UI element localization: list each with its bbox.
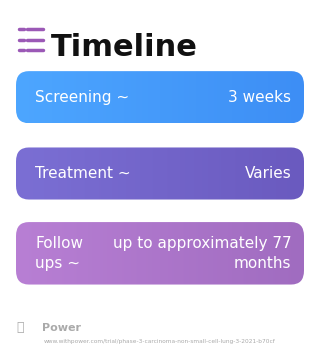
Text: Varies: Varies: [244, 166, 291, 181]
Text: up to approximately 77
months: up to approximately 77 months: [113, 236, 291, 271]
Text: Power: Power: [42, 323, 81, 333]
Text: Timeline: Timeline: [51, 33, 198, 62]
Text: Follow
ups ~: Follow ups ~: [35, 236, 83, 271]
Text: www.withpower.com/trial/phase-3-carcinoma-non-small-cell-lung-3-2021-b70cf: www.withpower.com/trial/phase-3-carcinom…: [44, 339, 276, 344]
Text: 3 weeks: 3 weeks: [228, 90, 291, 105]
Text: Screening ~: Screening ~: [35, 90, 129, 105]
Text: ⏻: ⏻: [16, 321, 23, 335]
Text: Treatment ~: Treatment ~: [35, 166, 131, 181]
